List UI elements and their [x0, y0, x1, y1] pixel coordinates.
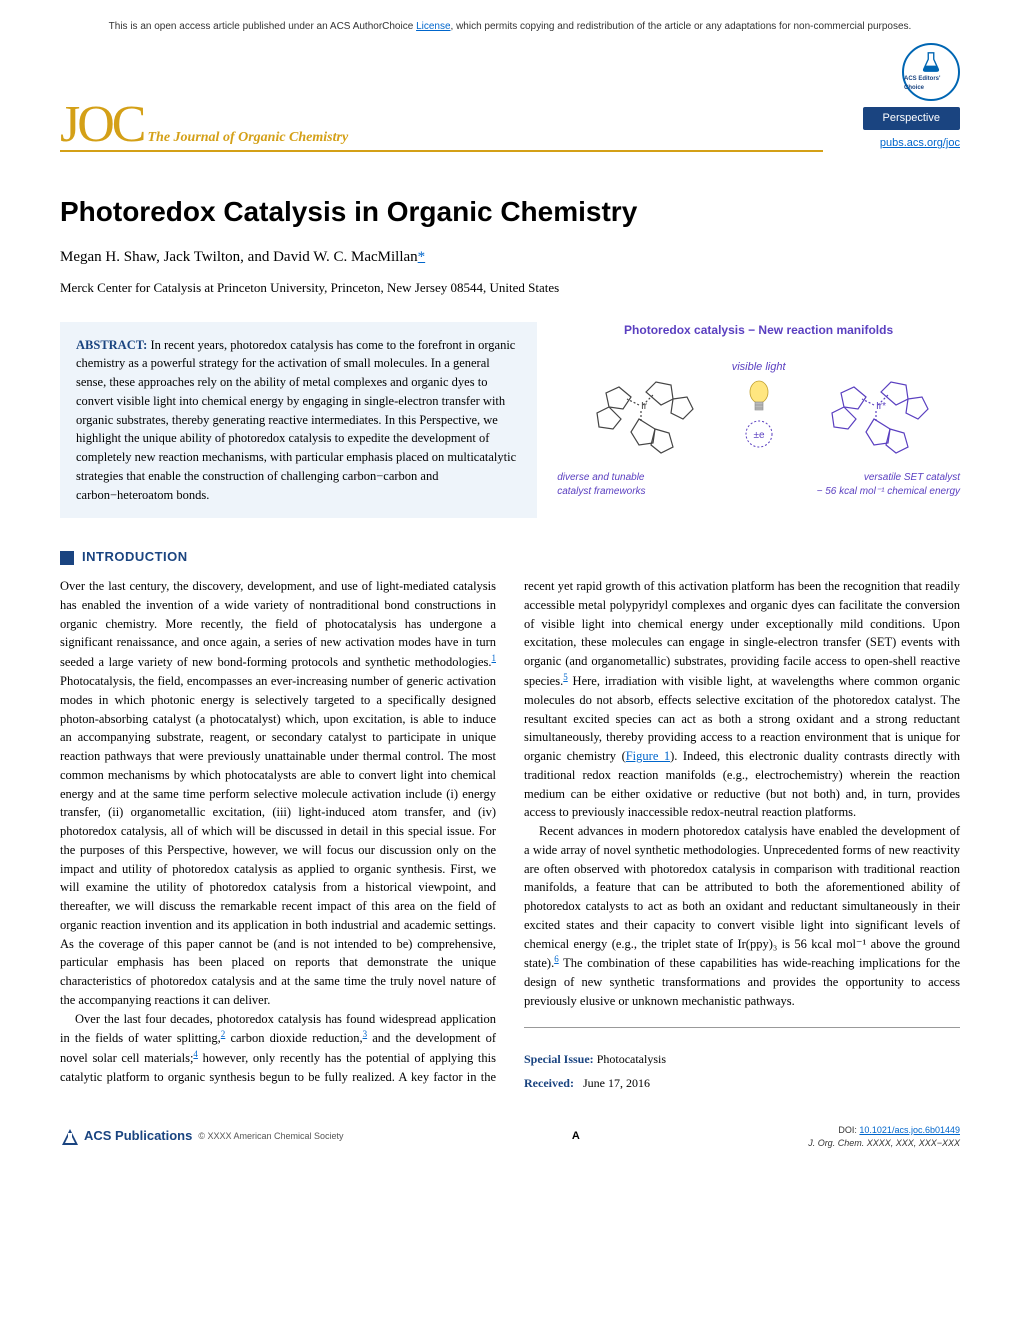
p3a-text: Recent advances in modern photoredox cat… — [524, 824, 960, 970]
section-title: INTRODUCTION — [82, 548, 188, 567]
fig-cap-right-l1: versatile SET catalyst — [864, 472, 960, 483]
svg-text:Ir: Ir — [641, 401, 648, 412]
license-suffix: , which permits copying and redistributi… — [451, 21, 912, 32]
body-p3: Recent advances in modern photoredox cat… — [524, 822, 960, 1011]
journal-name: The Journal of Organic Chemistry — [147, 128, 348, 148]
fig-cap-left-l2: catalyst frameworks — [557, 486, 645, 497]
citation-text: J. Org. Chem. XXXX, XXX, XXX−XXX — [808, 1138, 960, 1148]
authors-line: Megan H. Shaw, Jack Twilton, and David W… — [60, 247, 960, 269]
corresponding-asterisk[interactable]: * — [418, 249, 426, 265]
footer-left: ACS Publications © XXXX American Chemica… — [60, 1127, 344, 1147]
footer-right: DOI: 10.1021/acs.joc.6b01449 J. Org. Che… — [808, 1124, 960, 1150]
abstract-label: ABSTRACT: — [76, 338, 147, 352]
p1b-text: Photocatalysis, the field, encompasses a… — [60, 674, 496, 1007]
editors-choice-badge: ACS Editors' Choice — [902, 43, 960, 101]
p1-text: Over the last century, the discovery, de… — [60, 579, 496, 669]
received-value: June 17, 2016 — [583, 1076, 650, 1090]
license-prefix: This is an open access article published… — [109, 21, 416, 32]
svg-text:Ir*: Ir* — [876, 401, 886, 412]
header-row: JOC The Journal of Organic Chemistry ACS… — [60, 43, 960, 153]
fig-cap-left-l1: diverse and tunable — [557, 472, 644, 483]
authors-names: Megan H. Shaw, Jack Twilton, and David W… — [60, 249, 418, 265]
badge-column: ACS Editors' Choice Perspective pubs.acs… — [863, 43, 960, 153]
abstract-box: ABSTRACT: In recent years, photoredox ca… — [60, 322, 537, 519]
p3b-text: The combination of these capabilities ha… — [524, 956, 960, 1008]
article-type-tag: Perspective — [863, 107, 960, 131]
joc-logo: JOC — [60, 104, 143, 146]
editors-badge-text: ACS Editors' Choice — [904, 75, 958, 92]
toc-figure: Photoredox catalysis − New reaction mani… — [557, 322, 960, 500]
section-bullet-icon — [60, 551, 74, 565]
page-footer: ACS Publications © XXXX American Chemica… — [60, 1116, 960, 1150]
ref-1[interactable]: 1 — [492, 653, 497, 663]
molecule-left: Ir — [557, 347, 726, 463]
electron-label: ±e — [753, 430, 764, 441]
received-line: Received: June 17, 2016 — [524, 1074, 960, 1092]
figure-center: visible light ±e — [732, 360, 786, 450]
figure-caption-right: versatile SET catalyst − 56 kcal mol⁻¹ c… — [759, 471, 960, 500]
molecule-right: Ir* — [792, 347, 961, 463]
publisher-logo: ACS Publications — [60, 1127, 192, 1147]
copyright-text: © XXXX American Chemical Society — [198, 1130, 343, 1143]
page-letter: A — [572, 1129, 580, 1145]
pubs-url-link[interactable]: pubs.acs.org/joc — [880, 136, 960, 152]
abstract-row: ABSTRACT: In recent years, photoredox ca… — [60, 322, 960, 519]
body-p1: Over the last century, the discovery, de… — [60, 577, 496, 1009]
license-link[interactable]: License — [416, 21, 450, 32]
electron-circle-icon: ±e — [743, 418, 775, 450]
received-label: Received: — [524, 1076, 574, 1090]
special-issue-value: Photocatalysis — [597, 1052, 666, 1066]
publisher-name: ACS Publications — [84, 1127, 192, 1146]
doi-link[interactable]: 10.1021/acs.joc.6b01449 — [859, 1125, 960, 1135]
lightbulb-icon — [745, 380, 773, 414]
section-heading: INTRODUCTION — [60, 548, 960, 567]
figure-caption-left: diverse and tunable catalyst frameworks — [557, 471, 758, 500]
fig-cap-right-l2: − 56 kcal mol⁻¹ chemical energy — [817, 486, 960, 497]
figure-1-link[interactable]: Figure 1 — [626, 749, 670, 763]
article-title: Photoredox Catalysis in Organic Chemistr… — [60, 192, 960, 233]
acs-flask-icon — [60, 1127, 80, 1147]
affiliation: Merck Center for Catalysis at Princeton … — [60, 279, 960, 298]
article-meta-block: Special Issue: Photocatalysis Received: … — [524, 1027, 960, 1092]
special-issue-line: Special Issue: Photocatalysis — [524, 1050, 960, 1068]
special-issue-label: Special Issue: — [524, 1052, 594, 1066]
journal-block: JOC The Journal of Organic Chemistry — [60, 104, 823, 152]
figure-body: Ir visible light — [557, 347, 960, 463]
abstract-text: In recent years, photoredox catalysis ha… — [76, 338, 516, 502]
figure-caption-row: diverse and tunable catalyst frameworks … — [557, 471, 960, 500]
flask-icon — [920, 51, 942, 73]
doi-prefix: DOI: — [838, 1125, 859, 1135]
p2b-text: carbon dioxide reduction, — [225, 1031, 362, 1045]
body-columns: Over the last century, the discovery, de… — [60, 577, 960, 1092]
visible-light-label: visible light — [732, 360, 786, 376]
license-notice: This is an open access article published… — [60, 20, 960, 35]
figure-title: Photoredox catalysis − New reaction mani… — [557, 322, 960, 339]
